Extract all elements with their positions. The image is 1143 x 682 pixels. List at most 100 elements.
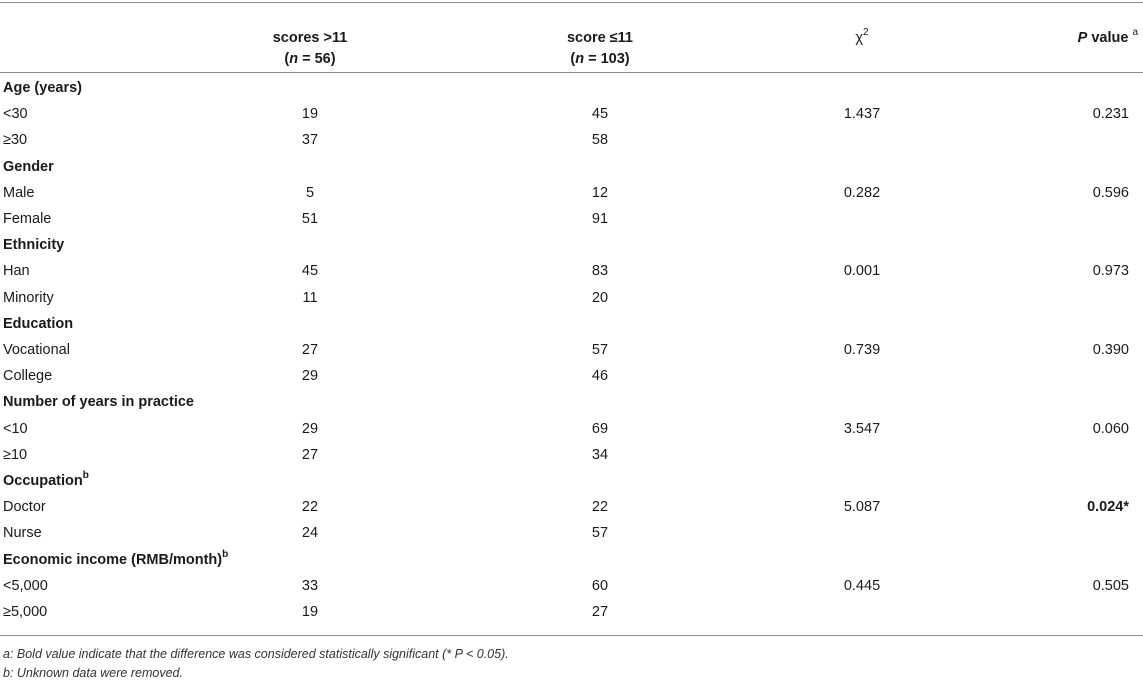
section-label: Education [3, 315, 74, 332]
table-row: <30 19 45 1.437 0.231 [0, 101, 1143, 127]
section-row: Gender [0, 154, 1143, 180]
table-row: <5,000 33 60 0.445 0.505 [0, 573, 1143, 599]
cell-scores-at-most-11: 60 [591, 577, 609, 594]
cell-p-value: 0.973 [1092, 263, 1129, 280]
cell-scores-above-11: 24 [301, 525, 319, 542]
section-row: Ethnicity [0, 232, 1143, 258]
row-label: Vocational [3, 342, 70, 358]
row-label: Female [3, 211, 52, 227]
cell-chi-square: 0.739 [843, 342, 881, 358]
header-col2-n-value: = 103 [584, 51, 625, 67]
section-row: Occupationb [0, 468, 1143, 494]
cell-scores-above-11: 27 [301, 446, 319, 463]
cell-scores-at-most-11: 57 [591, 342, 609, 358]
cell-p-value: 0.390 [1092, 342, 1129, 358]
cell-p-value: 0.231 [1092, 106, 1129, 123]
header-chi-sup: 2 [863, 27, 869, 39]
header-col2-title: score ≤11 [566, 30, 633, 46]
cell-scores-above-11: 19 [301, 106, 319, 123]
header-p-rest: value [1087, 30, 1129, 46]
cell-scores-at-most-11: 91 [591, 211, 609, 227]
cell-chi-square: 1.437 [843, 106, 881, 123]
cell-scores-above-11: 11 [302, 289, 318, 306]
table-row: ≥5,000 19 27 [0, 599, 1143, 625]
cell-scores-at-most-11: 34 [591, 446, 609, 463]
header-scores-above-11: scores >11 (n = 56) [272, 30, 348, 67]
section-label-group: Occupationb [3, 468, 89, 494]
table-row: ≥30 37 58 [0, 127, 1143, 153]
footnote-b: b: Unknown data were removed. [3, 666, 183, 680]
cell-scores-at-most-11: 22 [591, 499, 609, 516]
header-col2-n-label: n [575, 51, 585, 67]
table-row: Female 51 91 [0, 206, 1143, 232]
cell-scores-at-most-11: 27 [591, 604, 609, 620]
cell-scores-at-most-11: 12 [591, 184, 609, 201]
row-label: <10 [3, 420, 28, 437]
row-label: <30 [3, 106, 28, 123]
cell-scores-above-11: 51 [301, 211, 319, 227]
section-row: Education [0, 311, 1143, 337]
cell-scores-above-11: 27 [301, 342, 319, 358]
cell-p-value: 0.024* [1087, 499, 1129, 516]
table-header: scores >11 (n = 56) score ≤11 (n = 103) … [0, 0, 1143, 72]
header-col1-n-value: = 56 [298, 51, 331, 67]
table-row: Doctor 22 22 5.087 0.024* [0, 494, 1143, 520]
cell-chi-square: 3.547 [843, 420, 881, 437]
row-label: ≥30 [3, 132, 28, 149]
cell-scores-at-most-11: 58 [591, 132, 609, 149]
cell-scores-above-11: 33 [301, 577, 319, 594]
table-row: Male 5 12 0.282 0.596 [0, 180, 1143, 206]
cell-p-value: 0.505 [1092, 577, 1129, 594]
row-label: Male [3, 184, 35, 201]
cell-scores-at-most-11: 20 [591, 289, 609, 306]
cell-chi-square: 0.001 [843, 263, 881, 280]
section-label: Economic income (RMB/month) [3, 551, 223, 568]
section-label: Number of years in practice [3, 394, 194, 411]
row-label: Han [3, 263, 30, 280]
bottom-rule [0, 635, 1143, 636]
row-label: ≥5,000 [3, 604, 48, 620]
cell-p-value: 0.060 [1092, 420, 1129, 437]
cell-scores-above-11: 29 [301, 368, 319, 385]
cell-chi-square: 0.445 [843, 577, 881, 594]
cell-chi-square: 5.087 [843, 499, 881, 516]
table-row: Minority 11 20 [0, 285, 1143, 311]
header-chi-square: χ2 [762, 28, 962, 49]
header-p-letter: P [1077, 30, 1088, 46]
cell-scores-above-11: 5 [305, 184, 315, 201]
cell-scores-above-11: 45 [301, 263, 319, 280]
cell-scores-above-11: 29 [301, 420, 319, 437]
section-label: Ethnicity [3, 237, 65, 254]
cell-scores-at-most-11: 83 [591, 263, 609, 280]
header-col1-title: scores >11 [272, 30, 348, 46]
row-label: <5,000 [3, 577, 48, 594]
section-label: Occupation [3, 473, 83, 489]
cell-p-value: 0.596 [1092, 184, 1129, 201]
header-chi-symbol: χ [855, 30, 864, 46]
header-scores-at-most-11: score ≤11 (n = 103) [566, 30, 633, 67]
section-row: Economic income (RMB/month)b [0, 547, 1143, 573]
section-label: Gender [3, 158, 54, 175]
section-footnote-marker: b [222, 548, 229, 560]
row-label: Nurse [3, 525, 42, 542]
table-row: Han 45 83 0.001 0.973 [0, 258, 1143, 284]
section-row: Number of years in practice [0, 389, 1143, 415]
section-label: Age (years) [3, 80, 82, 96]
row-label: ≥10 [3, 446, 28, 463]
cell-scores-at-most-11: 45 [591, 106, 609, 123]
table-row: ≥10 27 34 [0, 442, 1143, 468]
row-label: Minority [3, 289, 54, 306]
top-rule [0, 2, 1143, 3]
row-label: College [3, 368, 53, 385]
table-row: College 29 46 [0, 363, 1143, 389]
cell-scores-above-11: 19 [301, 604, 319, 620]
section-label-group: Economic income (RMB/month)b [3, 547, 228, 573]
cell-chi-square: 0.282 [843, 184, 881, 201]
header-rule [0, 72, 1143, 73]
section-row: Age (years) [0, 75, 1143, 101]
header-p-value: P value a [1078, 28, 1138, 49]
table-row: <10 29 69 3.547 0.060 [0, 416, 1143, 442]
section-footnote-marker: b [82, 470, 89, 482]
row-label: Doctor [3, 499, 46, 516]
